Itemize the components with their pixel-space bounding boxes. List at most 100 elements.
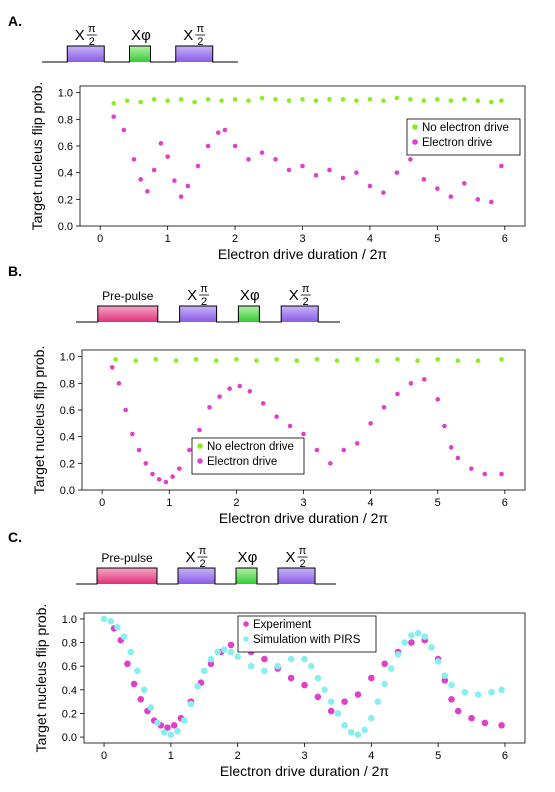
data-point	[158, 141, 164, 146]
pulse-label: φ	[248, 549, 258, 566]
data-point	[113, 357, 118, 362]
series-green	[113, 357, 504, 363]
data-point	[415, 358, 420, 363]
data-point	[207, 405, 212, 410]
data-point	[227, 648, 235, 656]
x-tick-label: 6	[502, 750, 508, 762]
data-point	[455, 455, 461, 461]
data-point	[154, 719, 161, 727]
data-point	[448, 445, 454, 450]
data-point	[261, 667, 268, 675]
plot-frame	[79, 85, 526, 227]
y-tick-label: 0.4	[62, 685, 77, 697]
data-point	[341, 698, 348, 705]
data-point	[116, 381, 122, 386]
data-point	[180, 717, 188, 724]
series-magenta	[109, 365, 504, 485]
series-magenta	[111, 114, 504, 205]
fraction-denominator: 2	[89, 36, 95, 48]
x-pi-half-pulse	[175, 46, 213, 62]
x-tick-label: 6	[502, 233, 508, 245]
data-point	[124, 98, 130, 103]
data-point	[499, 98, 504, 103]
x-tick-label: 3	[299, 233, 305, 245]
x-tick-label: 4	[367, 233, 373, 245]
data-point	[368, 714, 375, 722]
data-point	[259, 150, 265, 155]
data-point	[327, 707, 335, 715]
data-point	[133, 358, 138, 363]
fraction-numerator: π	[196, 23, 204, 35]
x-pi-half-pulse	[178, 568, 215, 584]
data-point	[274, 357, 279, 362]
data-point	[136, 447, 142, 453]
legend-entry: No electron drive	[207, 441, 294, 453]
fraction-numerator: π	[302, 283, 310, 295]
data-point	[173, 358, 179, 363]
data-point	[185, 183, 191, 189]
data-point	[130, 680, 138, 688]
data-point	[254, 358, 259, 363]
legend: No electron drive Electron drive	[191, 437, 305, 475]
data-point	[408, 97, 413, 102]
data-point	[361, 726, 368, 734]
data-point	[134, 667, 141, 675]
data-point	[111, 101, 117, 106]
data-point	[227, 641, 235, 649]
data-point	[499, 471, 504, 477]
y-axis-label: Target nucleus flip prob.	[29, 82, 45, 231]
data-point	[314, 447, 320, 453]
data-point	[300, 163, 305, 169]
data-point	[164, 724, 171, 731]
data-point	[131, 157, 137, 162]
data-point	[327, 698, 335, 705]
x-axis-label: Electron drive duration / 2π	[218, 246, 388, 262]
pulse-label: Pre-pulse	[102, 289, 154, 303]
data-point	[273, 97, 278, 102]
data-point	[165, 98, 170, 103]
data-point	[287, 423, 293, 429]
data-point	[381, 680, 388, 688]
data-point	[354, 98, 359, 103]
data-point	[408, 632, 415, 639]
data-point	[124, 660, 131, 668]
data-point	[354, 170, 359, 175]
legend: No electron drive Electron drive	[406, 118, 521, 156]
data-point	[498, 721, 505, 729]
data-point	[301, 655, 308, 663]
data-point	[153, 357, 159, 362]
legend-marker	[412, 139, 418, 145]
data-point	[109, 365, 115, 370]
data-point	[247, 389, 253, 394]
pulse-label: φ	[141, 27, 151, 44]
pulse-label: X	[183, 27, 193, 44]
data-point	[151, 97, 157, 102]
y-tick-label: 0.2	[62, 708, 77, 720]
data-point	[388, 665, 395, 672]
y-tick-label: 0.6	[60, 405, 75, 417]
data-point	[219, 98, 224, 103]
x-tick-label: 3	[301, 750, 307, 762]
data-point	[286, 167, 292, 173]
fraction-denominator: 2	[197, 36, 203, 48]
data-point	[217, 394, 222, 399]
legend-entry: Electron drive	[422, 137, 492, 149]
legend-box	[191, 437, 305, 475]
data-point	[150, 471, 155, 477]
data-point	[327, 97, 332, 102]
data-point	[395, 357, 400, 362]
pulse-label: X	[285, 549, 295, 566]
panel-label: A.	[8, 13, 22, 29]
data-point	[441, 677, 449, 684]
data-point	[138, 99, 143, 105]
data-point	[368, 421, 373, 426]
y-tick-label: 0.8	[62, 638, 77, 650]
data-point	[475, 98, 481, 103]
data-point	[195, 163, 201, 169]
data-point	[354, 441, 360, 446]
data-point	[314, 357, 320, 362]
data-point	[246, 157, 251, 162]
data-point	[222, 127, 228, 133]
